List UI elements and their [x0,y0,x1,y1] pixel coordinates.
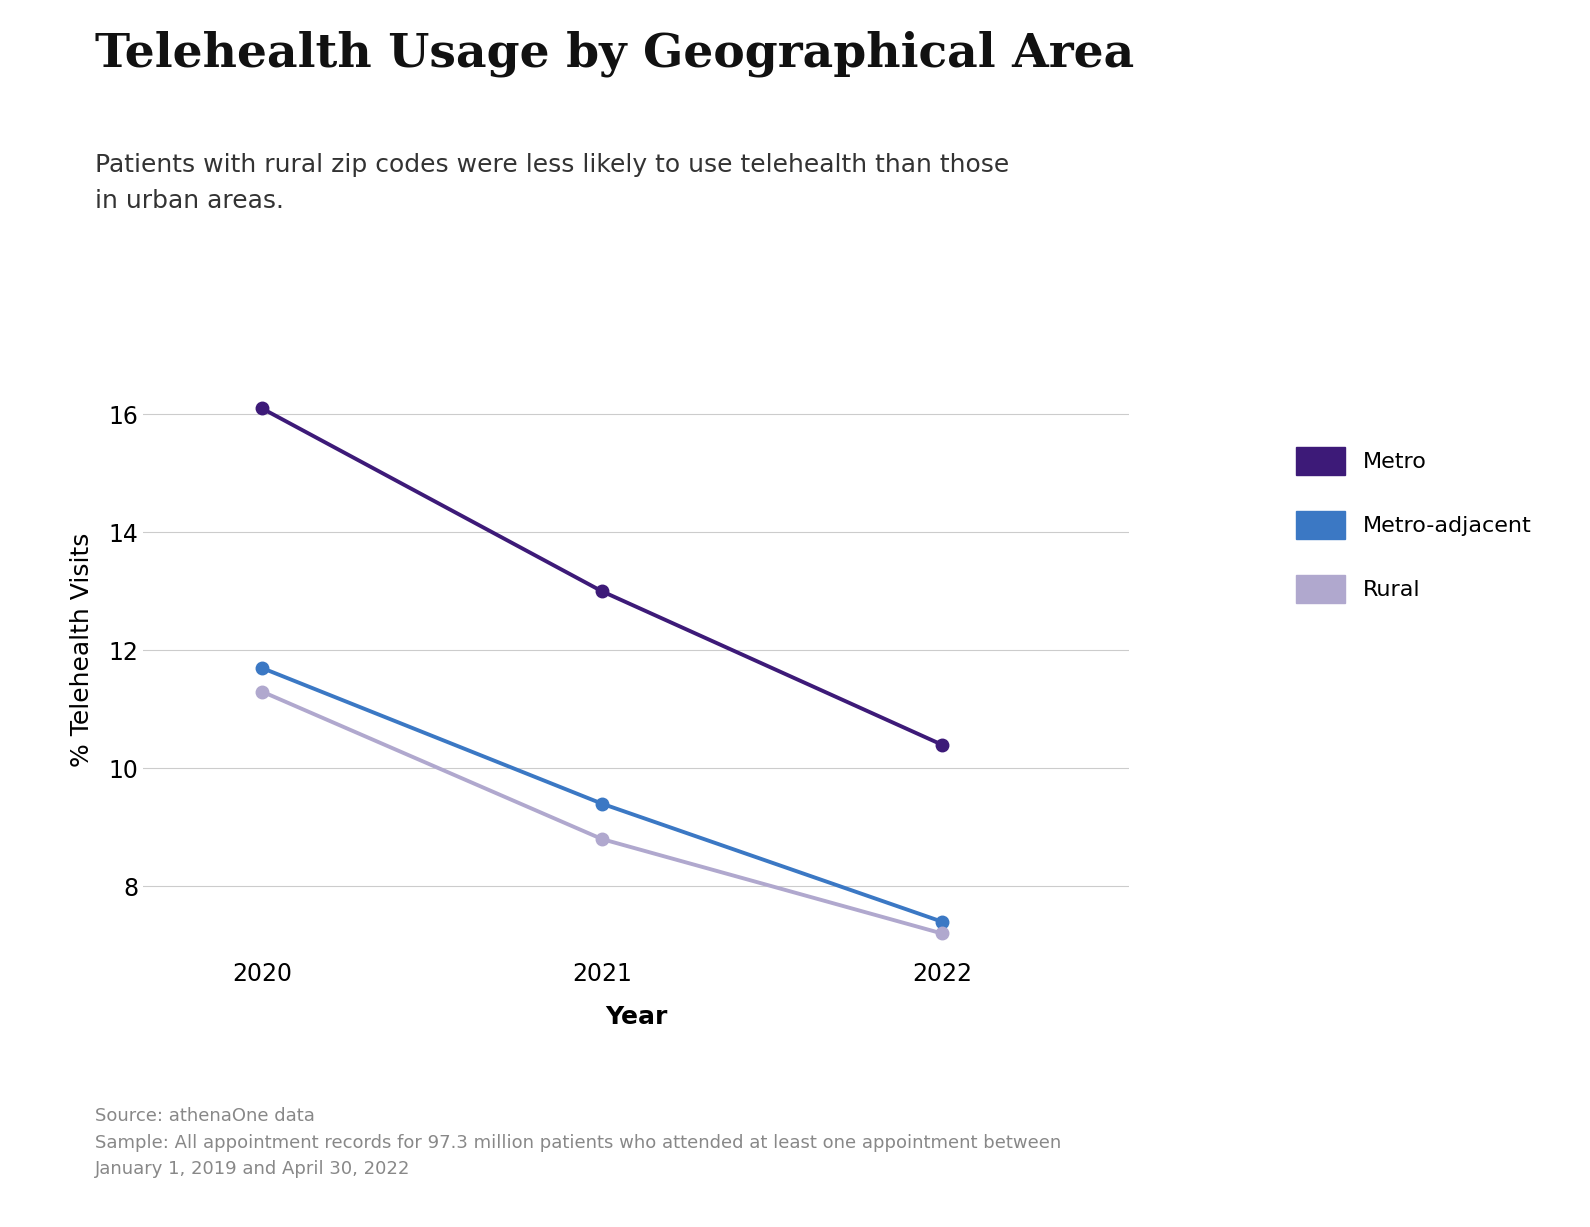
Text: Telehealth Usage by Geographical Area: Telehealth Usage by Geographical Area [95,31,1135,77]
Y-axis label: % Telehealth Visits: % Telehealth Visits [70,533,94,768]
Text: Source: athenaOne data
Sample: All appointment records for 97.3 million patients: Source: athenaOne data Sample: All appoi… [95,1107,1062,1178]
Legend: Metro, Metro-adjacent, Rural: Metro, Metro-adjacent, Rural [1296,447,1531,604]
X-axis label: Year: Year [604,1005,668,1029]
Text: Patients with rural zip codes were less likely to use telehealth than those
in u: Patients with rural zip codes were less … [95,153,1010,212]
